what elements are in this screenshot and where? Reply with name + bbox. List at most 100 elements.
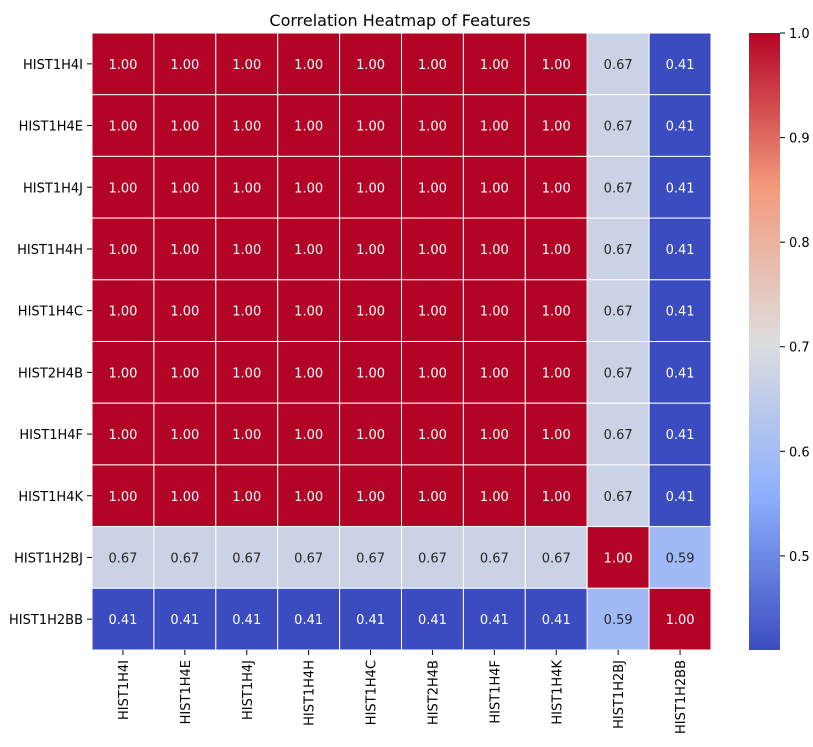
cell-value-label: 1.00 <box>542 428 571 443</box>
heatmap-cell <box>586 155 650 219</box>
cell-value-label: 0.67 <box>170 551 199 566</box>
cell-value-label: 1.00 <box>170 490 199 505</box>
x-tick-label: HIST1H2BB <box>674 660 689 734</box>
cell-value-label: 1.00 <box>294 305 323 320</box>
cell-value-label: 1.00 <box>232 490 261 505</box>
cell-value-label: 1.00 <box>604 551 633 566</box>
x-tick-label: HIST1H2BJ <box>612 660 627 729</box>
heatmap-cell <box>339 155 403 219</box>
heatmap-cell <box>648 94 712 157</box>
heatmap-cell <box>401 341 464 404</box>
cell-value-label: 1.00 <box>418 181 447 196</box>
x-tick-label: HIST1H4J <box>241 660 256 720</box>
heatmap-cell <box>339 341 403 404</box>
chart-title: Correlation Heatmap of Features <box>269 11 530 30</box>
heatmap-cell <box>648 217 712 281</box>
cell-value-label: 0.67 <box>108 551 137 566</box>
y-tick-label: HIST2H4B <box>18 366 83 381</box>
cell-value-label: 0.67 <box>542 551 571 566</box>
cell-value-label: 1.00 <box>418 428 447 443</box>
cell-value-label: 1.00 <box>418 120 447 135</box>
heatmap-cell <box>586 402 650 466</box>
cell-value-label: 0.41 <box>666 305 695 320</box>
y-tick-label: HIST1H2BB <box>9 613 83 628</box>
heatmap-cell <box>91 341 155 404</box>
heatmap-cell <box>462 32 526 96</box>
cell-value-label: 1.00 <box>108 243 137 258</box>
cell-value-label: 1.00 <box>480 305 509 320</box>
heatmap-cell <box>524 341 588 404</box>
x-axis: HIST1H4I HIST1H4E HIST1H4J HIST1H4H HIST1H4C… <box>117 650 689 734</box>
cell-value-label: 1.00 <box>356 181 385 196</box>
cell-value-label: 1.00 <box>294 490 323 505</box>
x-tick-label: HIST1H4I <box>117 660 132 720</box>
cell-value-label: 1.00 <box>108 58 137 73</box>
y-tick-label: HIST1H4J <box>23 181 83 196</box>
cell-value-label: 0.67 <box>604 181 633 196</box>
cell-value-label: 1.00 <box>232 305 261 320</box>
cell-value-label: 0.41 <box>666 243 695 258</box>
cell-value-label: 1.00 <box>356 120 385 135</box>
x-tick-label: HIST2H4B <box>426 660 441 725</box>
cell-value-label: 1.00 <box>356 58 385 73</box>
cell-value-label: 1.00 <box>480 490 509 505</box>
cell-value-label: 1.00 <box>666 613 695 628</box>
heatmap-cell <box>277 341 341 404</box>
heatmap-cell <box>648 526 712 589</box>
cell-value-label: 0.41 <box>108 613 137 628</box>
cell-value-label: 0.41 <box>666 490 695 505</box>
cell-value-label: 1.00 <box>542 305 571 320</box>
colorbar-gradient <box>749 33 780 650</box>
cell-value-label: 1.00 <box>170 58 199 73</box>
heatmap-cell <box>648 32 712 96</box>
heatmap-cell <box>462 279 526 342</box>
heatmap-cell <box>586 217 650 281</box>
heatmap-cell <box>153 402 217 466</box>
heatmap-cell <box>153 94 217 157</box>
heatmap-cell <box>91 32 155 96</box>
heatmap-cell <box>339 217 403 281</box>
cell-value-label: 1.00 <box>542 490 571 505</box>
cell-value-label: 1.00 <box>108 490 137 505</box>
colorbar-tick-label: 0.9 <box>789 132 810 147</box>
cell-value-label: 0.41 <box>356 613 385 628</box>
cell-value-label: 1.00 <box>170 366 199 381</box>
heatmap-cell <box>339 94 403 157</box>
cell-value-label: 1.00 <box>294 58 323 73</box>
cell-value-label: 0.67 <box>604 366 633 381</box>
cell-value-label: 1.00 <box>542 366 571 381</box>
cell-value-label: 1.00 <box>480 58 509 73</box>
heatmap-cell <box>401 464 464 528</box>
cell-value-label: 0.67 <box>604 305 633 320</box>
cell-value-label: 1.00 <box>232 366 261 381</box>
cell-value-label: 0.41 <box>170 613 199 628</box>
cell-value-label: 0.41 <box>542 613 571 628</box>
heatmap-cell <box>215 155 279 219</box>
heatmap-cell <box>339 402 403 466</box>
heatmap-cells <box>91 32 712 651</box>
heatmap-cell <box>91 587 155 651</box>
colorbar-tick-label: 0.5 <box>789 550 810 565</box>
heatmap-cell <box>462 464 526 528</box>
y-tick-label: HIST1H4E <box>19 120 83 135</box>
heatmap-cell <box>215 402 279 466</box>
heatmap-cell <box>153 155 217 219</box>
cell-value-label: 1.00 <box>542 181 571 196</box>
cell-value-label: 1.00 <box>294 120 323 135</box>
heatmap-cell <box>648 279 712 342</box>
cell-value-label: 1.00 <box>232 58 261 73</box>
y-tick-label: HIST1H4K <box>18 490 83 505</box>
cell-value-label: 0.67 <box>480 551 509 566</box>
heatmap-cell <box>277 155 341 219</box>
cell-value-label: 1.00 <box>356 428 385 443</box>
heatmap-cell <box>277 587 341 651</box>
cell-value-label: 1.00 <box>418 305 447 320</box>
cell-value-label: 1.00 <box>542 120 571 135</box>
heatmap-cell <box>153 587 217 651</box>
cell-value-label: 0.41 <box>666 120 695 135</box>
cell-value-label: 1.00 <box>232 120 261 135</box>
heatmap-cell <box>524 279 588 342</box>
heatmap-cell <box>91 155 155 219</box>
heatmap-cell <box>401 155 464 219</box>
